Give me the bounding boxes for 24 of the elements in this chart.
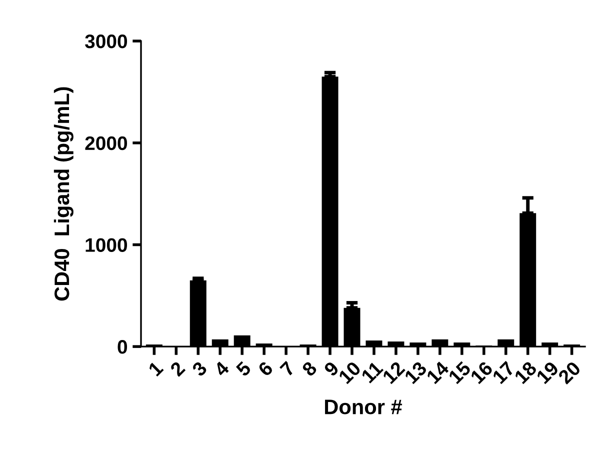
x-tick-label: 2 [169,360,186,377]
x-tick-label: 4 [213,360,230,378]
x-tick-label: 1 [148,360,164,376]
x-axis-title: Donor # [325,400,402,414]
x-tick-label: 14 [426,360,450,384]
y-tick-label: 3000 [85,34,128,48]
x-tick-label: 8 [301,360,318,378]
x-tick-label: 10 [338,360,362,384]
y-tick-label: 2000 [85,136,128,150]
x-tick-label: 3 [191,360,208,378]
x-tick-label: 18 [514,360,538,384]
y-tick-label: 1000 [86,238,128,252]
x-tick-label: 15 [448,360,472,384]
y-tick-label: 0 [118,340,128,354]
x-tick-label: 5 [235,360,252,378]
x-tick-label: 6 [257,360,274,377]
x-tick-label: 20 [557,360,582,385]
y-axis-title: CD40 Ligand (pg/mL) [54,87,74,301]
x-tick-label: 16 [470,360,494,384]
x-tick-label: 11 [360,360,384,384]
x-tick-label: 7 [280,360,296,377]
x-tick-label: 17 [492,360,516,384]
x-tick-label: 19 [536,360,560,384]
x-tick-label: 9 [323,360,340,378]
